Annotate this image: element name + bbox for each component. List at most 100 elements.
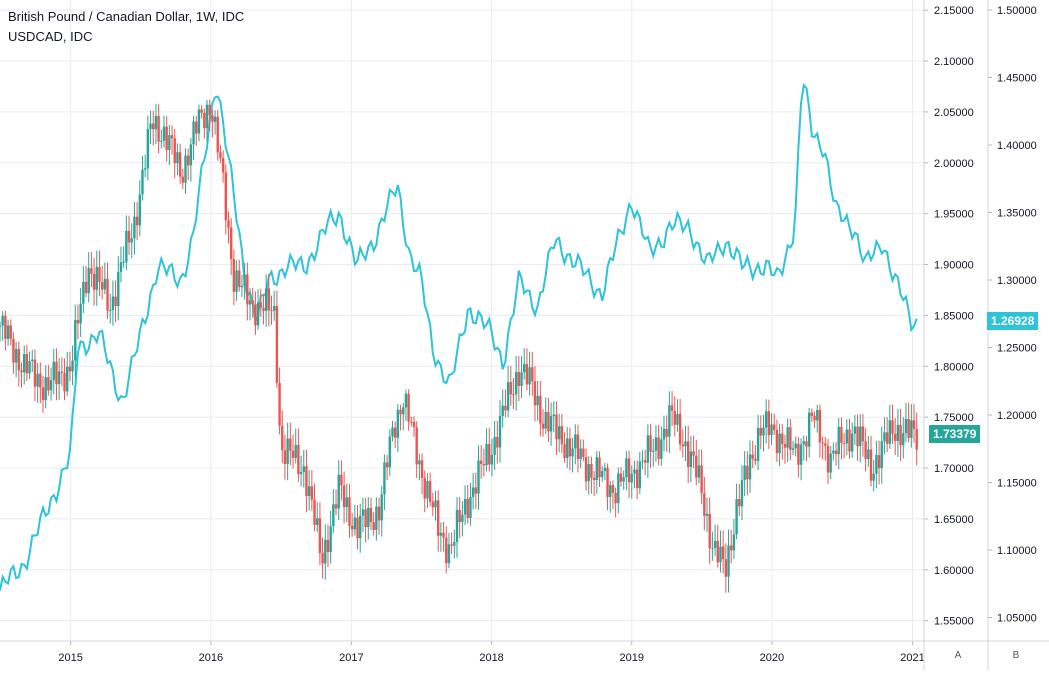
candle-body bbox=[816, 409, 819, 421]
x-tick-label: 2020 bbox=[760, 652, 784, 664]
candle-body bbox=[55, 361, 58, 385]
candle-body bbox=[402, 407, 405, 415]
usdcad-last-value-tag: 1.26928 bbox=[987, 312, 1039, 331]
candle-body bbox=[797, 443, 800, 465]
candle-body bbox=[31, 359, 34, 362]
candle-body bbox=[453, 542, 456, 546]
candle-body bbox=[574, 434, 577, 449]
candle-body bbox=[60, 371, 64, 373]
candle-body bbox=[329, 526, 332, 553]
candle-body bbox=[350, 525, 354, 530]
candle-body bbox=[875, 455, 878, 474]
legend-main: British Pound / Canadian Dollar, 1W, IDC bbox=[8, 9, 245, 24]
candle-body bbox=[12, 338, 15, 363]
candle-body bbox=[902, 433, 905, 446]
y-right-tick-label: 1.05000 bbox=[997, 613, 1037, 625]
candle-body bbox=[638, 461, 642, 489]
candle-body bbox=[517, 372, 521, 386]
candle-body bbox=[450, 544, 453, 546]
candle-body bbox=[850, 433, 854, 452]
candle-body bbox=[547, 411, 550, 432]
candle-body bbox=[383, 462, 386, 495]
candle-body bbox=[904, 419, 908, 434]
candle-body bbox=[66, 366, 69, 392]
candle-body bbox=[633, 469, 636, 474]
candle-body bbox=[154, 115, 158, 130]
candle-body bbox=[713, 540, 717, 548]
candle-body bbox=[262, 307, 265, 311]
candle-body bbox=[28, 361, 31, 374]
candle-body bbox=[445, 537, 448, 564]
candle-body bbox=[885, 432, 889, 444]
scale-mode-a-button[interactable]: A bbox=[954, 650, 962, 661]
candle-body bbox=[504, 405, 507, 411]
candle-body bbox=[807, 412, 811, 447]
candle-body bbox=[248, 300, 252, 305]
candle-body bbox=[560, 426, 564, 445]
candle-body bbox=[208, 104, 211, 116]
candle-body bbox=[748, 454, 752, 480]
candle-body bbox=[380, 494, 383, 521]
candle-body bbox=[786, 427, 789, 448]
candle-body bbox=[162, 126, 166, 141]
candle-body bbox=[724, 559, 728, 577]
y-right-tick-label: 1.50000 bbox=[997, 5, 1037, 17]
y-right-tick-label: 1.15000 bbox=[997, 478, 1037, 490]
candle-body bbox=[590, 464, 593, 478]
candle-body bbox=[756, 427, 760, 461]
x-tick-label: 2018 bbox=[479, 652, 503, 664]
x-tick-label: 2019 bbox=[620, 652, 644, 664]
candle-body bbox=[751, 454, 754, 459]
candle-body bbox=[410, 421, 413, 423]
candle-body bbox=[549, 416, 553, 432]
candle-body bbox=[57, 371, 61, 385]
candle-body bbox=[496, 436, 499, 448]
candle-body bbox=[603, 467, 607, 472]
candle-body bbox=[125, 230, 128, 262]
candle-body bbox=[840, 426, 843, 443]
candle-body bbox=[197, 109, 201, 134]
candle-body bbox=[74, 319, 77, 361]
candle-body bbox=[703, 493, 706, 516]
candle-body bbox=[141, 169, 144, 195]
candle-body bbox=[695, 455, 698, 478]
candle-body bbox=[391, 427, 394, 437]
candle-body bbox=[68, 366, 72, 372]
candle-body bbox=[289, 438, 292, 451]
candle-body bbox=[219, 152, 222, 159]
candle-body bbox=[369, 507, 373, 523]
candle-body bbox=[36, 373, 39, 387]
candle-body bbox=[71, 360, 74, 372]
candle-body bbox=[238, 270, 241, 288]
candle-body bbox=[888, 420, 892, 444]
candle-body bbox=[313, 499, 316, 525]
y-left-tick-label: 2.05000 bbox=[934, 107, 974, 119]
candle-body bbox=[810, 412, 814, 416]
candle-body bbox=[571, 448, 574, 457]
candle-body bbox=[506, 382, 510, 411]
candle-body bbox=[359, 515, 362, 539]
candle-body bbox=[436, 500, 440, 536]
candle-body bbox=[794, 443, 797, 449]
candle-body bbox=[165, 126, 168, 150]
candle-body bbox=[0, 325, 2, 327]
usdcad-line bbox=[0, 83, 918, 591]
candle-body bbox=[842, 442, 846, 444]
candle-body bbox=[477, 460, 480, 494]
candle-body bbox=[109, 309, 112, 311]
candle-body bbox=[716, 540, 719, 563]
candle-body bbox=[834, 450, 838, 455]
candle-body bbox=[861, 426, 865, 442]
candle-body bbox=[646, 435, 650, 463]
scale-mode-b-button[interactable]: B bbox=[1012, 650, 1020, 661]
candle-body bbox=[469, 497, 472, 519]
candle-body bbox=[676, 413, 679, 425]
candle-body bbox=[47, 377, 50, 391]
y-left-tick-label: 1.60000 bbox=[934, 565, 974, 577]
candle-body bbox=[133, 216, 136, 239]
candle-body bbox=[135, 216, 139, 226]
candle-body bbox=[552, 414, 555, 417]
x-tick-label: 2017 bbox=[339, 652, 363, 664]
